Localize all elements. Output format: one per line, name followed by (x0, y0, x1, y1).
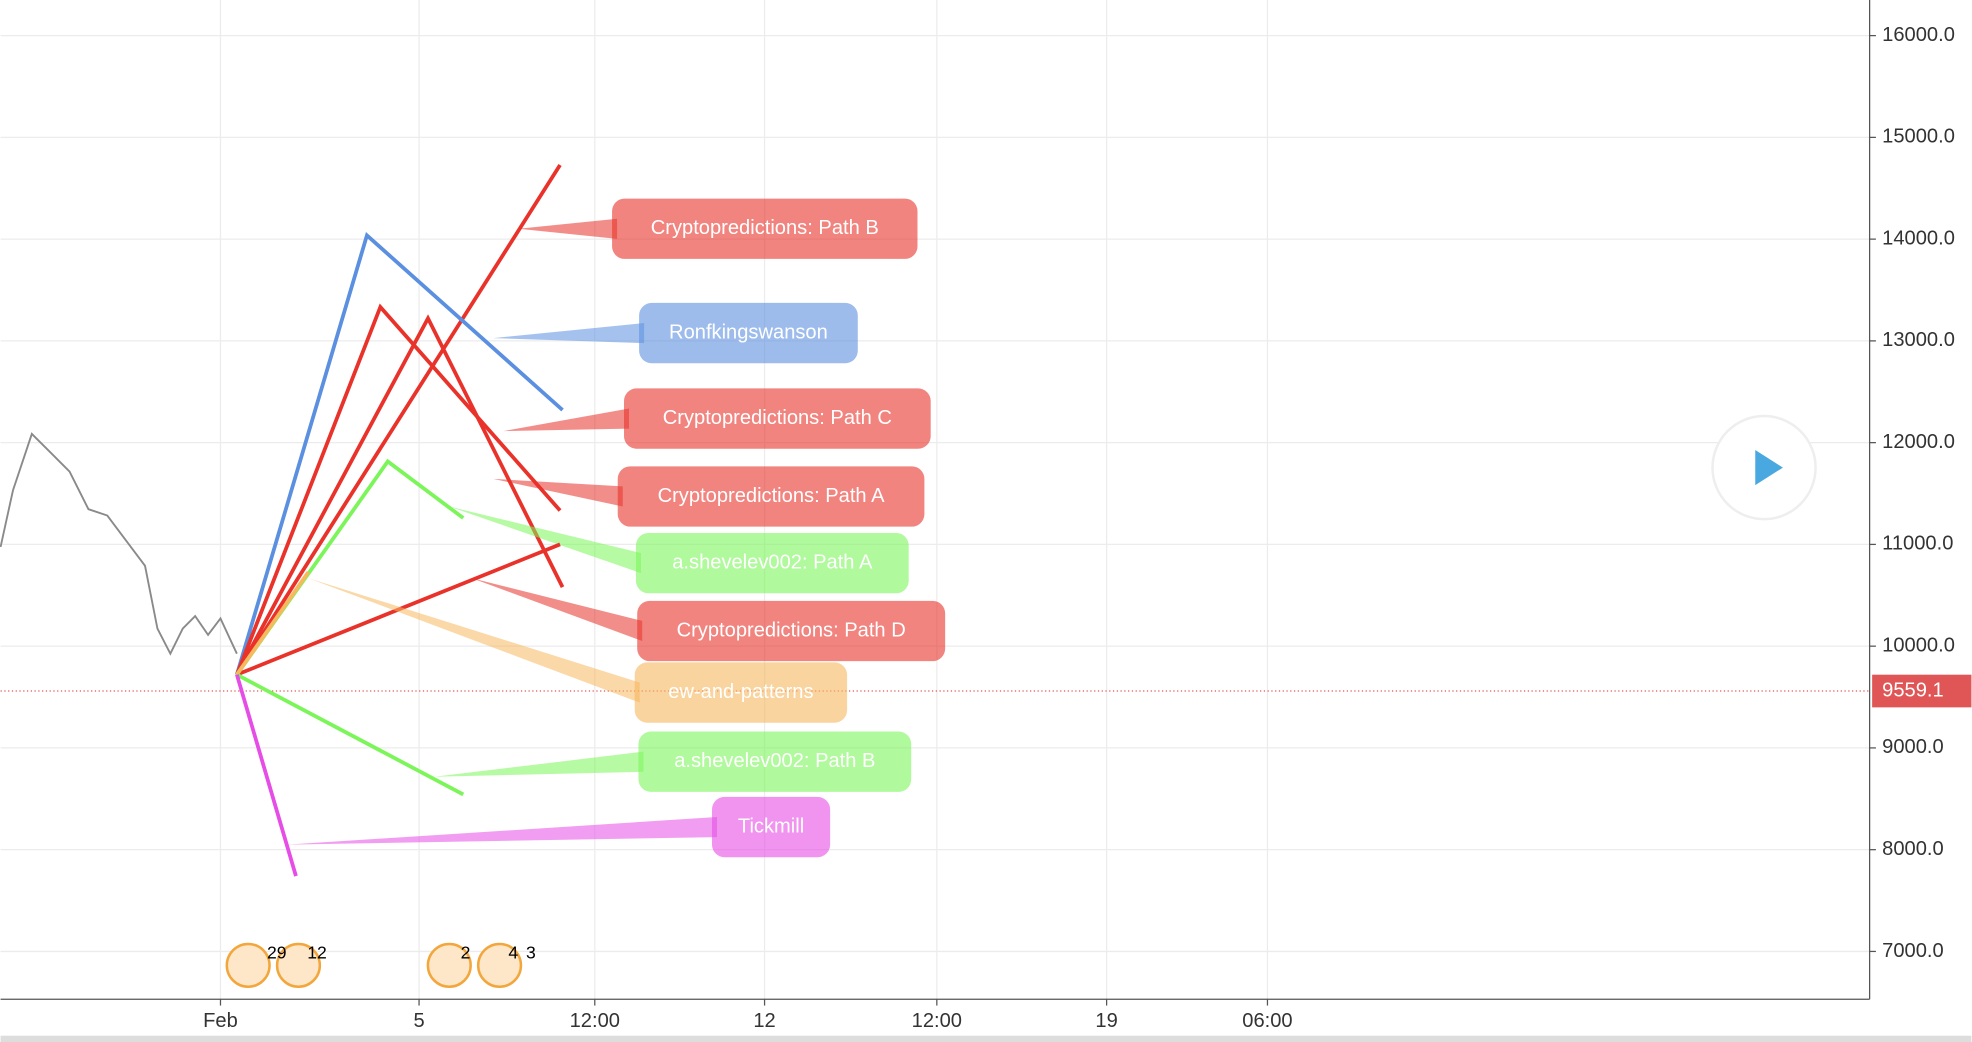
callout-pointer (493, 478, 623, 507)
last-price-label: 9559.1 (1882, 679, 1944, 701)
callout-box (617, 466, 925, 527)
callout-box (634, 662, 848, 723)
callout-label: a.shevelev002: Path B (674, 750, 875, 772)
callout-label: a.shevelev002: Path A (672, 551, 873, 573)
last-price-box (1872, 674, 1972, 708)
callout-box (637, 600, 946, 662)
y-tick-label: 11000.0 (1882, 533, 1953, 555)
x-tick-label: Feb (203, 1010, 238, 1032)
event-icon[interactable] (275, 942, 322, 988)
callout-box (638, 731, 912, 792)
event-icons: 29 12 2 4 3 (225, 942, 536, 988)
callout-box (635, 532, 909, 594)
x-tick-label: 12:00 (570, 1010, 620, 1032)
callout-pointer (449, 506, 641, 574)
y-tick-label: 15000.0 (1882, 126, 1955, 148)
callout-label: Tickmill (738, 815, 804, 837)
callout-box (711, 796, 831, 858)
callout-label: Cryptopredictions: Path C (663, 407, 892, 429)
prediction-line (235, 303, 562, 676)
x-tick-label: 12 (753, 1010, 775, 1032)
y-tick-label: 7000.0 (1882, 940, 1944, 962)
prediction-line (235, 571, 310, 676)
grid (0, 0, 1870, 1000)
prediction-line (235, 231, 564, 676)
event-icon[interactable] (476, 942, 523, 988)
prediction-line (235, 164, 562, 676)
y-tick-label: 8000.0 (1882, 838, 1944, 860)
event-count: 29 (267, 943, 287, 963)
event-count: 12 (307, 943, 327, 963)
x-tick-label: 06:00 (1242, 1010, 1292, 1032)
callout-pointer (287, 817, 718, 845)
callout-label: Cryptopredictions: Path B (651, 217, 879, 239)
play-icon[interactable] (1755, 449, 1783, 486)
price-line (0, 432, 238, 656)
event-count: 4 (508, 943, 518, 963)
y-tick-label: 9000.0 (1882, 736, 1944, 758)
y-tick-label: 13000.0 (1882, 329, 1955, 351)
prediction-line (235, 674, 298, 877)
y-tick-label: 14000.0 (1882, 227, 1955, 249)
event-icon[interactable] (225, 942, 271, 988)
callout-pointer (493, 323, 645, 344)
callout-box (639, 302, 858, 364)
x-tick-label: 19 (1095, 1010, 1117, 1032)
y-tick-label: 16000.0 (1882, 24, 1955, 46)
prediction-line (235, 672, 465, 797)
event-icon[interactable] (426, 942, 472, 988)
bottom-bar (0, 1035, 1972, 1042)
callout-label: ew-and-patterns (668, 681, 813, 703)
callout-label: Cryptopredictions: Path D (677, 619, 906, 641)
prediction-line (235, 314, 565, 676)
y-tick-label: 10000.0 (1882, 634, 1955, 656)
y-tick-label: 12000.0 (1882, 431, 1955, 453)
x-tick-label: 12:00 (912, 1010, 962, 1032)
callout-pointer (518, 218, 618, 239)
event-count: 3 (526, 943, 536, 963)
event-count: 2 (461, 943, 471, 963)
callout-box (612, 198, 918, 259)
x-tick-label: 5 (413, 1010, 424, 1032)
callout-label: Cryptopredictions: Path A (658, 485, 885, 507)
callout-label: Ronfkingswanson (669, 321, 828, 343)
play-button[interactable] (1711, 414, 1817, 521)
callout-box (624, 388, 931, 449)
